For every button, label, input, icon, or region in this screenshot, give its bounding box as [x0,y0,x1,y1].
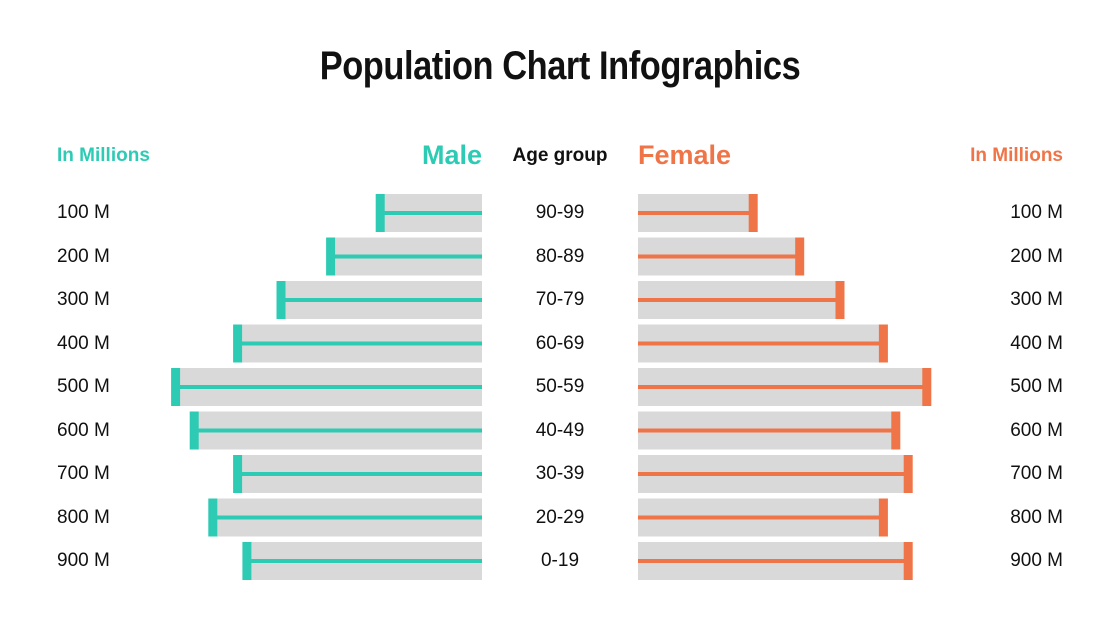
left-row-label: 300 M [57,289,110,310]
female-header: Female [638,140,732,170]
male-bar-line [237,341,482,346]
age-group-label: 60-69 [535,332,585,354]
female-bar-line [638,515,883,520]
male-bar-marker [375,194,385,232]
left-row-label: 900 M [57,550,110,571]
female-bar-line [638,211,753,215]
male-bar-marker [233,324,243,363]
female-bar-marker [878,324,888,363]
right-row-label: 400 M [1010,332,1063,354]
female-bar-line [638,298,840,302]
female-bar-marker [748,194,758,232]
male-bar-marker [276,281,286,319]
age-group-label: 50-59 [535,376,585,397]
male-bar-line [330,254,482,259]
chart-title: Population Chart Infographics [319,44,801,88]
age-group-label: 0-19 [540,550,580,571]
left-unit-label: In Millions [57,145,150,166]
female-bar-marker [922,368,932,406]
female-bar-line [638,428,896,433]
right-row-label: 100 M [1010,202,1063,223]
female-bar-line [638,254,800,259]
female-bar-marker [891,411,901,450]
right-row-label: 700 M [1010,463,1063,484]
male-bar-marker [233,455,243,493]
female-bar-line [638,472,908,476]
male-bar-line [379,211,482,215]
left-row-label: 700 M [57,463,110,484]
male-bar-line [246,559,482,563]
female-bar-marker [795,237,805,276]
left-row-label: 400 M [57,332,110,354]
left-row-label: 600 M [57,419,110,441]
right-row-label: 500 M [1010,376,1063,397]
left-row-label: 800 M [57,506,110,528]
male-bar-line [237,472,482,476]
right-row-label: 900 M [1010,550,1063,571]
male-bar-marker [242,542,252,580]
male-bar-line [175,385,482,389]
left-row-label: 200 M [57,245,110,267]
male-bar-marker [189,411,199,450]
male-bar-line [280,298,482,302]
age-group-label: 90-99 [535,202,585,223]
left-row-label: 100 M [57,202,110,223]
age-group-label: 80-89 [535,245,585,267]
female-bar-line [638,385,927,389]
right-row-label: 600 M [1010,419,1063,441]
male-bar-marker [208,498,218,537]
female-bar-marker [878,498,888,537]
female-bar-marker [835,281,845,319]
right-unit-label: In Millions [970,145,1063,166]
female-bar-line [638,559,908,563]
right-row-label: 300 M [1010,289,1063,310]
age-group-label: 40-49 [535,419,585,441]
male-bar-line [193,428,482,433]
male-bar-marker [171,368,181,406]
male-bar-marker [326,237,336,276]
age-group-label: 20-29 [535,506,585,528]
right-row-label: 800 M [1010,506,1063,528]
male-header: Male [421,140,482,170]
female-bar-marker [903,455,913,493]
left-row-label: 500 M [57,376,110,397]
male-bar-line [212,515,483,520]
female-bar-marker [903,542,913,580]
age-group-label: 70-79 [535,289,585,310]
age-group-header: Age group [512,145,608,166]
right-row-label: 200 M [1010,245,1063,267]
female-bar-line [638,341,883,346]
age-group-label: 30-39 [535,463,585,484]
